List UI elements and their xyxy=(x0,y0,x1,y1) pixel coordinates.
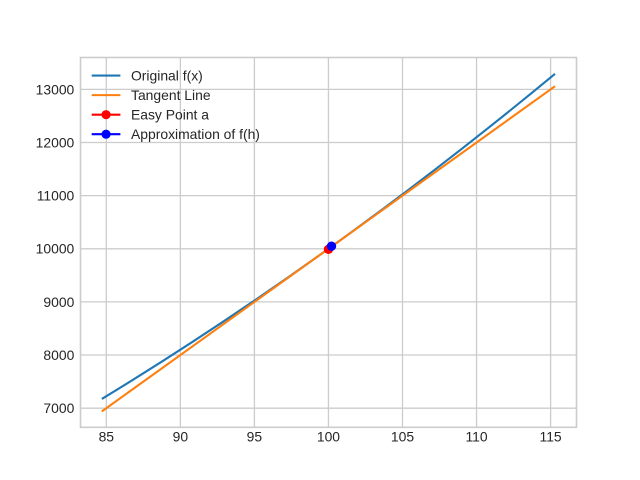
svg-text:Original f(x): Original f(x) xyxy=(131,68,203,84)
svg-text:95: 95 xyxy=(247,429,263,445)
svg-text:10000: 10000 xyxy=(36,241,75,257)
svg-text:90: 90 xyxy=(173,429,189,445)
svg-text:100: 100 xyxy=(317,429,340,445)
svg-text:Easy Point a: Easy Point a xyxy=(131,107,209,123)
svg-text:Tangent Line: Tangent Line xyxy=(131,87,211,103)
svg-text:Approximation of f(h): Approximation of f(h) xyxy=(131,126,260,142)
svg-text:85: 85 xyxy=(99,429,115,445)
svg-text:12000: 12000 xyxy=(36,134,75,150)
svg-text:110: 110 xyxy=(465,429,487,445)
svg-text:13000: 13000 xyxy=(36,81,75,97)
svg-text:11000: 11000 xyxy=(37,188,75,204)
svg-text:9000: 9000 xyxy=(43,294,74,310)
svg-text:105: 105 xyxy=(391,429,414,445)
svg-text:115: 115 xyxy=(540,429,562,445)
svg-text:8000: 8000 xyxy=(43,347,74,363)
svg-text:7000: 7000 xyxy=(43,400,74,416)
